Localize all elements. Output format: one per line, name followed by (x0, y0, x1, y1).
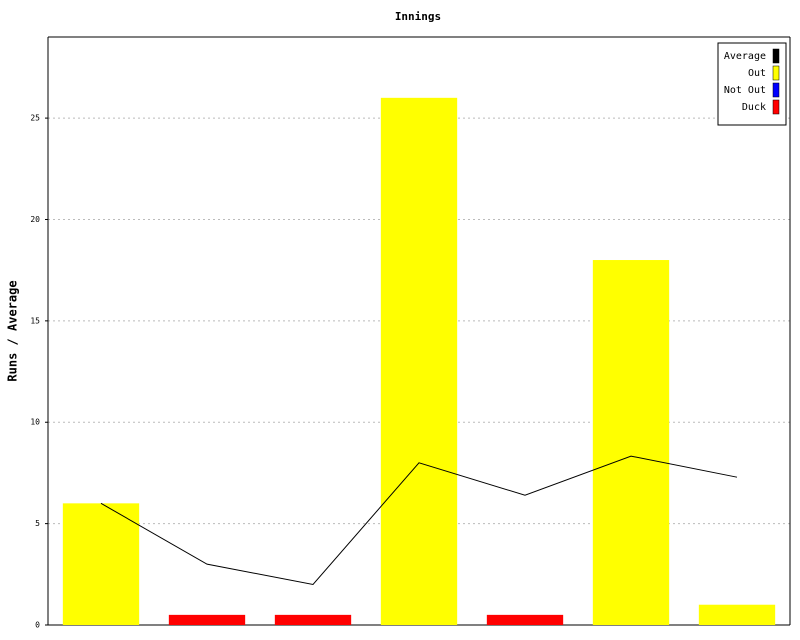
bar (592, 260, 670, 625)
y-tick-label: 25 (30, 114, 40, 123)
line (100, 455, 738, 585)
legend-swatch (772, 65, 780, 81)
y-tick-label: 0 (35, 621, 40, 630)
legend-label: Average (724, 51, 766, 62)
legend-label: Not Out (724, 85, 766, 96)
y-tick-label: 15 (30, 316, 40, 325)
bar (62, 503, 140, 625)
y-tick-label: 5 (35, 519, 40, 528)
bar (698, 604, 776, 625)
y-axis-label: Runs / Average (6, 280, 20, 381)
bar (168, 614, 246, 625)
legend-swatch (772, 99, 780, 115)
bar (486, 614, 564, 625)
y-tick-label: 20 (30, 215, 40, 224)
legend-swatch (772, 48, 780, 64)
bar (380, 97, 458, 626)
bar (274, 614, 352, 625)
legend-swatch (772, 82, 780, 98)
y-tick-label: 10 (30, 418, 40, 427)
legend-label: Duck (742, 102, 766, 113)
chart-title: Innings (395, 10, 441, 23)
legend-label: Out (748, 68, 766, 79)
